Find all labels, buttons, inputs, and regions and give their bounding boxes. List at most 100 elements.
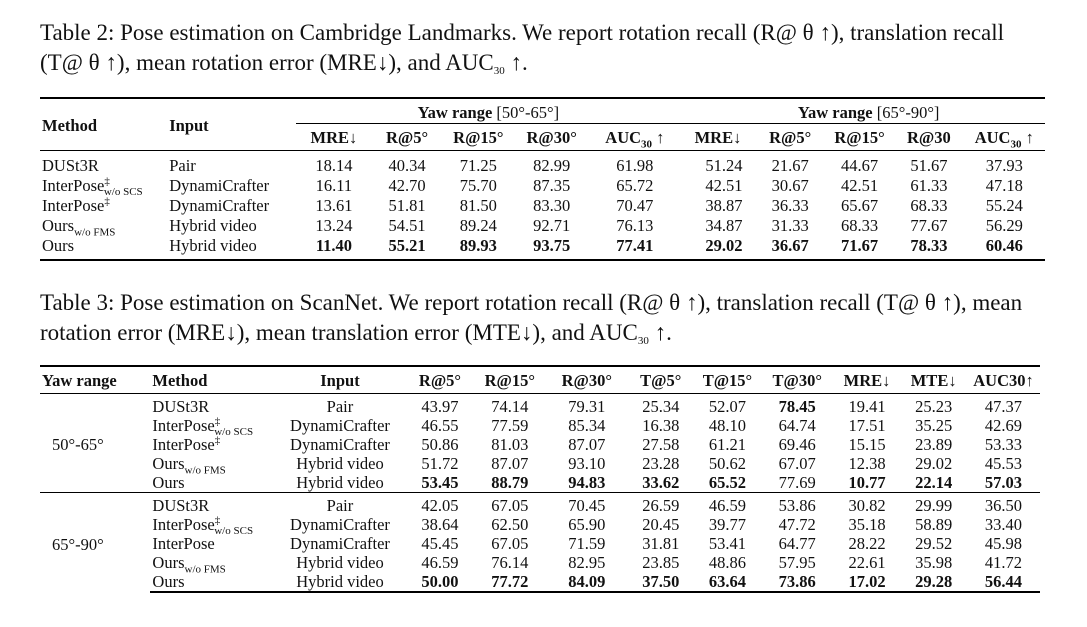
value-cell: 67.07: [778, 454, 816, 473]
value-cell: 57.03: [984, 473, 1023, 492]
value-cell: 85.34: [568, 416, 606, 435]
value-cell: 73.86: [760, 572, 834, 593]
value-cell: 48.10: [708, 416, 746, 435]
value-cell: 81.50: [459, 195, 497, 215]
value-cell: 61.21: [708, 435, 746, 454]
value-cell: 67.05: [491, 534, 529, 553]
input-cell: Pair: [169, 155, 196, 175]
value-cell: 48.86: [708, 553, 746, 572]
value-cell: 42.70: [388, 175, 426, 195]
value-cell: 25.34: [642, 397, 680, 416]
t3-col-r5: R@5°: [406, 365, 474, 394]
value-cell: 51.67: [910, 155, 948, 175]
method-name: DUSt3R: [152, 496, 210, 515]
value-cell: 64.77: [778, 534, 816, 553]
method-subscript: w/o SCS: [214, 525, 254, 538]
method-cell: Ours: [150, 572, 274, 593]
value-cell: 92.71: [533, 215, 571, 235]
input-cell: Pair: [273, 492, 407, 515]
t2-col-mre: MRE↓: [296, 123, 372, 151]
method-subscript: w/o FMS: [184, 464, 226, 477]
value-cell: 45.53: [984, 454, 1023, 473]
value-cell: 23.89: [915, 435, 953, 454]
value-cell: 38.64: [421, 515, 459, 534]
value-cell: 23.85: [642, 553, 680, 572]
value-cell: 77.41: [589, 235, 681, 261]
value-cell: 30.82: [833, 492, 901, 515]
method-cell: Ours: [150, 473, 273, 493]
value-cell: 50.86: [421, 435, 459, 454]
t3-col-t15: T@15°: [694, 365, 761, 394]
value-cell: 20.45: [642, 515, 680, 534]
method-name: InterPose: [152, 534, 215, 553]
value-cell: 31.81: [642, 534, 680, 553]
value-cell: 19.41: [848, 397, 886, 416]
t3-col-mte: MTE↓: [900, 365, 967, 394]
value-cell: 55.24: [985, 195, 1023, 215]
input-cell: DynamiCrafter: [290, 534, 390, 553]
method-superscript: ‡: [214, 415, 221, 428]
value-cell: 33.62: [642, 473, 680, 492]
value-cell: 89.24: [459, 215, 497, 235]
value-cell: 76.13: [616, 215, 654, 235]
value-cell: 65.90: [568, 515, 606, 534]
input-cell: Hybrid video: [273, 572, 407, 593]
value-cell: 36.67: [755, 235, 825, 261]
method-cell: InterPose‡: [40, 195, 167, 215]
table-row: 65°-90° DUSt3R Pair 42.05 67.05 70.45 26.59 46.…: [40, 492, 1040, 592]
value-cell: 54.51: [388, 215, 426, 235]
method-name: InterPose: [42, 195, 105, 215]
t2-col-r15-2: R@15°: [824, 123, 895, 151]
input-cell: DynamiCrafter: [169, 175, 270, 195]
value-cell: 12.38: [848, 454, 886, 473]
method-cell: InterPose‡w/o SCS: [40, 175, 167, 198]
method-name: InterPose: [152, 416, 215, 435]
method-cell: InterPose: [150, 534, 273, 553]
value-cell: 47.18: [985, 175, 1023, 195]
value-cell: 79.31: [568, 397, 606, 416]
yaw-range-label: 50°-65°: [52, 435, 104, 454]
value-cell: 17.02: [833, 572, 901, 593]
input-cell: DynamiCrafter: [169, 195, 270, 215]
value-cell: 74.14: [491, 397, 529, 416]
table-row: Ours Hybrid video 11.40 55.21 89.93 93.75 77.4…: [40, 235, 1045, 261]
value-cell: 57.95: [778, 553, 816, 572]
value-cell: 39.77: [708, 515, 746, 534]
t3-col-r30: R@30°: [546, 365, 628, 394]
table-row: InterPose DynamiCrafter 45.45 67.05 71.59 31.…: [40, 534, 1040, 553]
value-cell: 83.30: [533, 195, 571, 215]
table-row: InterPose‡w/o SCS DynamiCrafter 16.11 42.70…: [40, 175, 1045, 198]
table-row: InterPose‡ DynamiCrafter 50.86 81.03 87.07 27…: [40, 435, 1040, 454]
table-row: 50°-65° DUSt3R Pair 43.97 74.14 79.31 25.34 52.…: [40, 394, 1040, 454]
method-superscript: ‡: [104, 175, 110, 187]
value-cell: 68.33: [840, 215, 879, 235]
value-cell: 36.50: [966, 492, 1040, 515]
value-cell: 51.81: [388, 195, 426, 215]
value-cell: 28.22: [848, 534, 886, 553]
t2-col-r5-2: R@5°: [755, 123, 825, 151]
table2-caption: Table 2: Pose estimation on Cambridge La…: [40, 20, 1005, 77]
value-cell: 10.77: [848, 473, 886, 492]
value-cell: 16.11: [315, 175, 353, 195]
value-cell: 76.14: [491, 553, 529, 572]
table-row: Ours Hybrid video 53.45 88.79 94.83 33.62 65.5…: [40, 473, 1040, 493]
value-cell: 45.45: [421, 534, 459, 553]
value-cell: 30.67: [771, 175, 809, 195]
t2-col-r30: R@30°: [514, 123, 590, 151]
t3-header-method: Method: [150, 365, 274, 394]
method-cell: Oursw/o FMS: [150, 553, 273, 575]
method-cell: InterPose‡w/o SCS: [150, 515, 273, 538]
value-cell: 35.18: [848, 515, 886, 534]
value-cell: 35.98: [915, 553, 953, 572]
value-cell: 29.52: [915, 534, 953, 553]
value-cell: 71.25: [459, 155, 497, 175]
method-name: Ours: [152, 572, 185, 591]
input-cell: Hybrid video: [169, 215, 257, 235]
value-cell: 37.93: [985, 155, 1023, 175]
value-cell: 47.72: [778, 515, 816, 534]
value-cell: 41.72: [984, 553, 1023, 572]
method-name: Ours: [152, 454, 185, 473]
method-name: DUSt3R: [42, 155, 99, 175]
input-cell: DynamiCrafter: [290, 515, 390, 534]
value-cell: 58.89: [915, 515, 953, 534]
